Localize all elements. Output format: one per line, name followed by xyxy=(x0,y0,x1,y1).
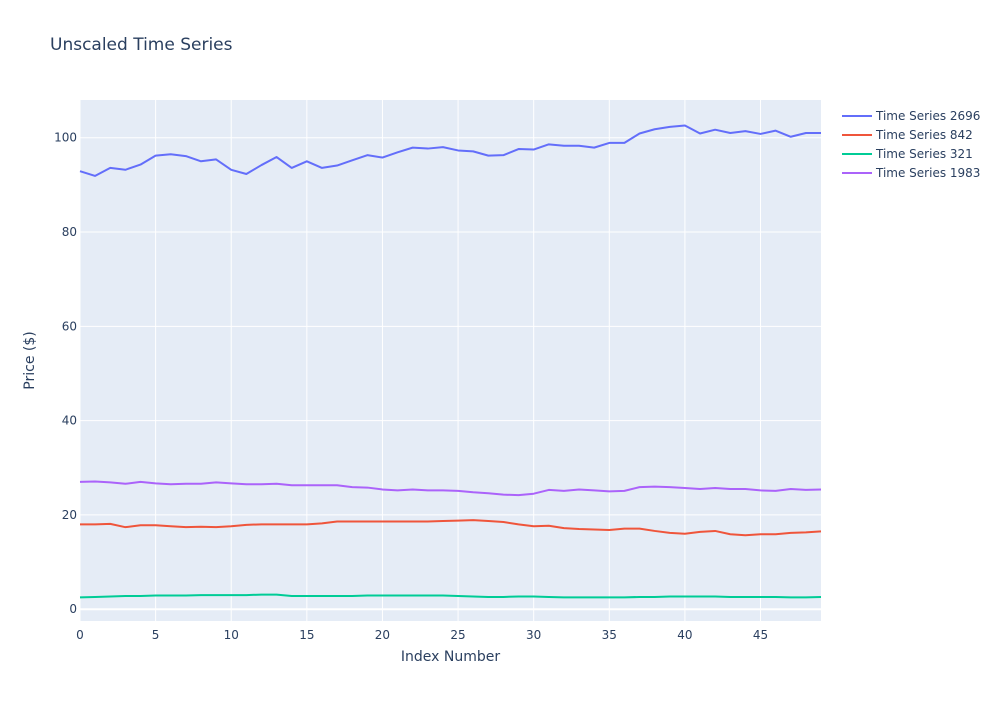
x-tick-label: 45 xyxy=(753,628,768,642)
x-tick-label: 15 xyxy=(299,628,314,642)
y-axis-ticks: 0 20 40 60 80 100 xyxy=(54,131,77,616)
plot-area xyxy=(80,100,821,621)
legend-label: Time Series 842 xyxy=(875,128,973,142)
legend-item[interactable]: Time Series 2696 xyxy=(842,109,980,123)
legend[interactable]: Time Series 2696 Time Series 842 Time Seri… xyxy=(842,109,980,180)
x-axis-title: Index Number xyxy=(401,649,500,665)
y-tick-label: 20 xyxy=(62,508,77,522)
y-tick-label: 80 xyxy=(62,225,77,239)
x-axis-ticks: 0 5 10 15 20 25 30 35 40 45 xyxy=(76,628,768,642)
chart-title: Unscaled Time Series xyxy=(50,35,233,55)
legend-label: Time Series 1983 xyxy=(875,166,980,180)
grid xyxy=(79,100,821,621)
x-tick-label: 30 xyxy=(526,628,541,642)
legend-label: Time Series 321 xyxy=(875,147,973,161)
y-tick-label: 40 xyxy=(62,414,77,428)
series-line-0 xyxy=(79,124,821,177)
x-tick-label: 40 xyxy=(677,628,692,642)
series-line-1 xyxy=(80,519,822,537)
y-axis-title: Price ($) xyxy=(22,331,38,389)
x-tick-label: 0 xyxy=(76,628,84,642)
x-tick-label: 25 xyxy=(450,628,465,642)
y-tick-label: 100 xyxy=(54,131,77,145)
legend-item[interactable]: Time Series 1983 xyxy=(842,166,980,180)
x-tick-label: 10 xyxy=(224,628,239,642)
series-line-3 xyxy=(79,480,822,497)
legend-label: Time Series 2696 xyxy=(875,109,980,123)
x-tick-label: 5 xyxy=(152,628,160,642)
series-group xyxy=(79,124,822,599)
series-line-2 xyxy=(79,593,822,599)
legend-item[interactable]: Time Series 321 xyxy=(842,147,973,161)
x-tick-label: 35 xyxy=(602,628,617,642)
x-tick-label: 20 xyxy=(375,628,390,642)
y-tick-label: 0 xyxy=(69,602,77,616)
y-tick-label: 60 xyxy=(62,319,77,333)
legend-item[interactable]: Time Series 842 xyxy=(842,128,973,142)
